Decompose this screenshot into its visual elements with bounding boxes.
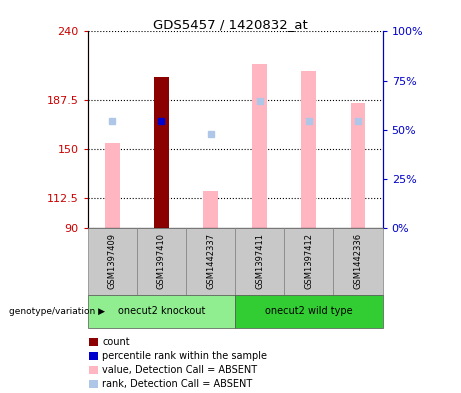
Bar xyxy=(235,295,383,328)
Text: GDS5457 / 1420832_at: GDS5457 / 1420832_at xyxy=(153,18,308,31)
Bar xyxy=(235,228,284,295)
Bar xyxy=(89,380,98,388)
Bar xyxy=(89,352,98,360)
Text: GSM1442337: GSM1442337 xyxy=(206,233,215,289)
Text: percentile rank within the sample: percentile rank within the sample xyxy=(102,351,267,361)
Text: count: count xyxy=(102,337,130,347)
Text: onecut2 wild type: onecut2 wild type xyxy=(265,307,353,316)
Bar xyxy=(105,143,119,228)
Bar xyxy=(284,228,333,295)
Bar xyxy=(88,295,235,328)
Text: GSM1442336: GSM1442336 xyxy=(354,233,362,289)
Bar xyxy=(203,191,218,228)
Text: value, Detection Call = ABSENT: value, Detection Call = ABSENT xyxy=(102,365,257,375)
Bar xyxy=(301,71,316,228)
Text: rank, Detection Call = ABSENT: rank, Detection Call = ABSENT xyxy=(102,379,253,389)
Text: genotype/variation ▶: genotype/variation ▶ xyxy=(9,307,105,316)
Bar xyxy=(137,228,186,295)
Text: GSM1397411: GSM1397411 xyxy=(255,233,264,289)
Bar xyxy=(252,64,267,228)
Bar xyxy=(88,228,137,295)
Text: GSM1397410: GSM1397410 xyxy=(157,233,166,289)
Bar xyxy=(154,77,169,228)
Bar xyxy=(89,366,98,374)
Bar xyxy=(333,228,383,295)
Text: onecut2 knockout: onecut2 knockout xyxy=(118,307,205,316)
Text: GSM1397412: GSM1397412 xyxy=(304,233,313,289)
Bar xyxy=(186,228,235,295)
Bar xyxy=(89,338,98,346)
Text: GSM1397409: GSM1397409 xyxy=(108,233,117,289)
Bar xyxy=(351,103,366,228)
